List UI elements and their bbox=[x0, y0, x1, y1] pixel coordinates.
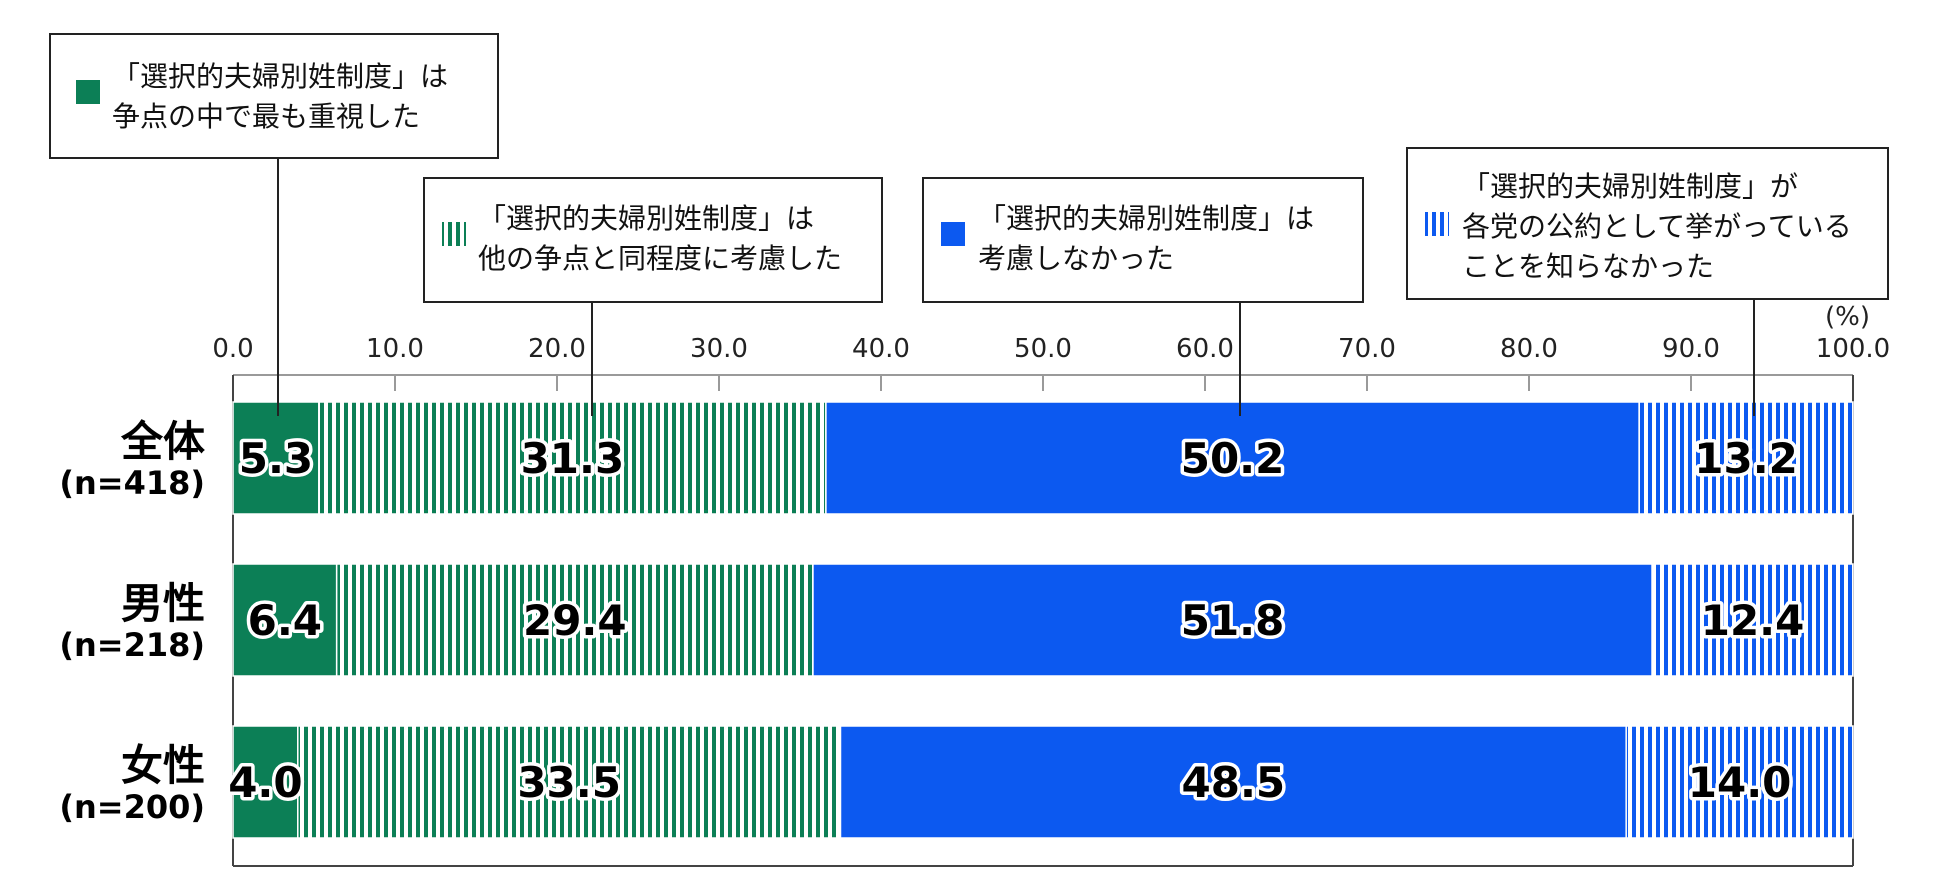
legend-box bbox=[49, 33, 499, 159]
data-labels: 5.3 31.3 50.2 13.2 6.4 29.4 51.8 12.4 4.0 33.5 48.… bbox=[225, 431, 1808, 811]
category-name: 女性 bbox=[121, 741, 205, 790]
legend-label-line: 他の争点と同程度に考慮した bbox=[478, 242, 842, 275]
legend-swatch bbox=[1425, 212, 1449, 236]
bar-segment-2-2 bbox=[335, 563, 814, 677]
legend-label-line: 「選択的夫婦別姓制度」は bbox=[478, 202, 814, 235]
x-tick-label: 10.0 bbox=[366, 334, 424, 364]
legend-swatch bbox=[76, 80, 100, 104]
bars bbox=[232, 401, 1854, 839]
x-tick-label: 80.0 bbox=[1500, 334, 1558, 364]
data-label: 50.2 bbox=[1181, 434, 1285, 483]
legend: 「選択的夫婦別姓制度」は争点の中で最も重視した「選択的夫婦別姓制度」は他の争点と… bbox=[49, 33, 1889, 416]
data-label: 33.5 bbox=[517, 758, 621, 807]
data-label: 51.8 bbox=[1181, 596, 1285, 645]
data-label: 5.3 bbox=[239, 434, 313, 483]
data-label: 14.0 bbox=[1688, 758, 1792, 807]
bar-segment-1-1 bbox=[232, 401, 320, 515]
data-label: 31.3 bbox=[521, 434, 625, 483]
bar-segment-3-2 bbox=[297, 725, 842, 839]
x-tick-label: 0.0 bbox=[212, 334, 253, 364]
legend-label-line: 「選択的夫婦別姓制度」が bbox=[1462, 170, 1798, 203]
category-count: (n=418) bbox=[59, 464, 205, 502]
legend-swatch bbox=[442, 222, 466, 246]
legend-label-line: ことを知らなかった bbox=[1462, 250, 1714, 283]
data-label: 48.5 bbox=[1182, 758, 1286, 807]
legend-label-line: 「選択的夫婦別姓制度」は bbox=[978, 202, 1314, 235]
data-label: 4.0 bbox=[228, 758, 302, 807]
x-tick-label: 30.0 bbox=[690, 334, 748, 364]
x-tick-label: 40.0 bbox=[852, 334, 910, 364]
legend-box bbox=[1406, 147, 1889, 300]
bar-segment-1-2 bbox=[318, 401, 827, 515]
data-label: 12.4 bbox=[1701, 596, 1805, 645]
bar-segment-3-1 bbox=[232, 725, 299, 839]
legend-box bbox=[423, 177, 883, 303]
x-axis: 0.0 10.0 20.0 30.0 40.0 50.0 60.0 70.0 80.0 90.0 1… bbox=[212, 334, 1890, 867]
legend-swatch bbox=[941, 222, 965, 246]
x-tick-label: 90.0 bbox=[1662, 334, 1720, 364]
legend-label-line: 争点の中で最も重視した bbox=[112, 100, 420, 133]
legend-label-line: 各党の公約として挙がっている bbox=[1462, 210, 1852, 243]
category-name: 全体 bbox=[120, 417, 205, 466]
x-tick-label: 60.0 bbox=[1176, 334, 1234, 364]
bar-segment-2-1 bbox=[232, 563, 338, 677]
x-tick-label: 20.0 bbox=[528, 334, 586, 364]
bar-segment-2-3 bbox=[812, 563, 1653, 677]
x-tick-label: 100.0 bbox=[1816, 334, 1890, 364]
data-label: 6.4 bbox=[248, 596, 322, 645]
x-tick-label: 70.0 bbox=[1338, 334, 1396, 364]
unit-label: (%) bbox=[1825, 302, 1870, 332]
x-tick-label: 50.0 bbox=[1014, 334, 1072, 364]
legend-label-line: 考慮しなかった bbox=[978, 242, 1174, 275]
bar-segment-2-4 bbox=[1651, 563, 1854, 677]
data-label: 13.2 bbox=[1694, 434, 1798, 483]
category-labels: 全体(n=418) 男性(n=218) 女性(n=200) bbox=[59, 417, 205, 826]
category-count: (n=200) bbox=[59, 788, 205, 826]
category-name: 男性 bbox=[121, 579, 205, 628]
data-label: 29.4 bbox=[523, 596, 627, 645]
category-count: (n=218) bbox=[59, 626, 205, 664]
bar-segment-1-4 bbox=[1638, 401, 1854, 515]
legend-box bbox=[922, 177, 1364, 303]
legend-label-line: 「選択的夫婦別姓制度」は bbox=[112, 60, 448, 93]
bar-segment-3-4 bbox=[1625, 725, 1854, 839]
